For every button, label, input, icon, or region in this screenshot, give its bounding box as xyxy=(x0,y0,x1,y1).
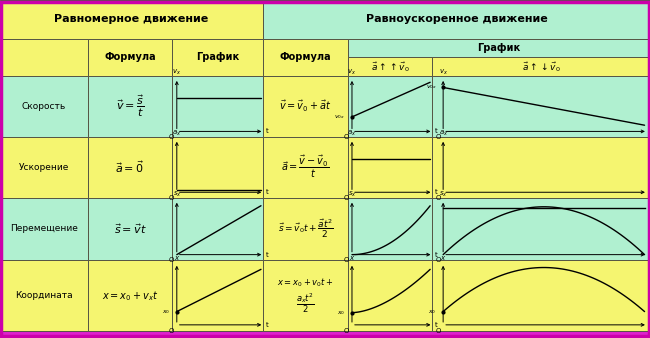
Text: O: O xyxy=(436,134,441,140)
Text: Скорость: Скорость xyxy=(21,102,66,111)
Text: $\vec{a} = \vec{0}$: $\vec{a} = \vec{0}$ xyxy=(116,160,144,175)
Bar xyxy=(172,260,263,331)
Text: $\vec{a}\uparrow\downarrow\vec{v}_0$: $\vec{a}\uparrow\downarrow\vec{v}_0$ xyxy=(522,60,560,74)
Text: $a_x$: $a_x$ xyxy=(172,129,181,138)
Text: O: O xyxy=(436,328,441,334)
Bar xyxy=(0,76,88,137)
Bar xyxy=(348,39,650,57)
Text: t: t xyxy=(266,251,269,258)
Text: $x_0$: $x_0$ xyxy=(162,308,170,316)
Text: O: O xyxy=(436,195,441,201)
Text: $x$: $x$ xyxy=(440,254,447,262)
Text: $\vec{s} = \vec{v}_0 t + \dfrac{\vec{a}t^2}{2}$: $\vec{s} = \vec{v}_0 t + \dfrac{\vec{a}t… xyxy=(278,218,333,240)
Text: $a_x$: $a_x$ xyxy=(347,129,357,138)
Bar xyxy=(432,198,650,260)
Bar xyxy=(88,137,172,198)
Bar xyxy=(88,260,172,331)
Text: t: t xyxy=(436,322,438,328)
Text: $\vec{v} = \dfrac{\vec{s}}{t}$: $\vec{v} = \dfrac{\vec{s}}{t}$ xyxy=(116,94,144,119)
Text: $\vec{v} = \vec{v}_0 + \vec{a}t$: $\vec{v} = \vec{v}_0 + \vec{a}t$ xyxy=(280,99,332,114)
Text: $s_x$: $s_x$ xyxy=(172,190,181,199)
Bar xyxy=(348,76,432,137)
Bar xyxy=(172,39,263,76)
Text: O: O xyxy=(169,134,174,140)
Text: O: O xyxy=(344,257,350,263)
Bar xyxy=(88,76,172,137)
Text: O: O xyxy=(436,257,441,263)
Bar xyxy=(348,57,432,76)
Text: $x$: $x$ xyxy=(349,254,355,262)
Text: $x = x_0 + v_0 t +$
$\dfrac{a_x t^2}{2}$: $x = x_0 + v_0 t +$ $\dfrac{a_x t^2}{2}$ xyxy=(277,276,334,315)
Text: $s_x$: $s_x$ xyxy=(439,190,447,199)
Text: Формула: Формула xyxy=(280,52,332,63)
Text: Равномерное движение: Равномерное движение xyxy=(55,15,209,24)
Text: $v_{0x}$: $v_{0x}$ xyxy=(426,83,437,91)
Text: $v_x$: $v_x$ xyxy=(172,68,181,77)
Text: Координата: Координата xyxy=(15,291,73,300)
Bar xyxy=(432,137,650,198)
Text: График: График xyxy=(477,43,521,53)
Bar xyxy=(0,0,263,39)
Text: O: O xyxy=(344,134,350,140)
Text: t: t xyxy=(266,128,269,135)
Bar xyxy=(0,39,88,76)
Text: O: O xyxy=(169,257,174,263)
Bar xyxy=(263,76,348,137)
Text: $x_0$: $x_0$ xyxy=(337,309,346,317)
Text: $x_0$: $x_0$ xyxy=(428,308,437,316)
Text: $v_{0x}$: $v_{0x}$ xyxy=(334,113,346,121)
Text: t: t xyxy=(436,251,438,258)
Bar xyxy=(0,260,88,331)
Text: $\vec{a} = \dfrac{\vec{v} - \vec{v}_0}{t}$: $\vec{a} = \dfrac{\vec{v} - \vec{v}_0}{t… xyxy=(281,154,330,180)
Bar xyxy=(263,260,348,331)
Text: Перемещение: Перемещение xyxy=(10,224,78,234)
Bar xyxy=(0,137,88,198)
Text: $x = x_0 + v_x t$: $x = x_0 + v_x t$ xyxy=(101,289,159,303)
Bar xyxy=(348,260,432,331)
Text: t: t xyxy=(266,322,269,328)
Text: O: O xyxy=(169,328,174,334)
Bar xyxy=(432,57,650,76)
Bar xyxy=(88,39,172,76)
Text: $s_x$: $s_x$ xyxy=(348,190,356,199)
Text: O: O xyxy=(169,195,174,201)
Text: O: O xyxy=(344,195,350,201)
Bar xyxy=(88,198,172,260)
Bar xyxy=(263,0,650,39)
Bar xyxy=(263,39,348,76)
Text: $v_x$: $v_x$ xyxy=(348,68,356,77)
Text: t: t xyxy=(436,128,438,135)
Bar xyxy=(172,137,263,198)
Text: Равноускоренное движение: Равноускоренное движение xyxy=(366,15,547,24)
Bar xyxy=(432,76,650,137)
Text: $v_x$: $v_x$ xyxy=(439,68,448,77)
Bar xyxy=(172,76,263,137)
Text: O: O xyxy=(344,328,350,334)
Text: $\vec{a}\uparrow\uparrow\vec{v}_0$: $\vec{a}\uparrow\uparrow\vec{v}_0$ xyxy=(370,60,410,74)
Text: $\vec{s} = \vec{v}t$: $\vec{s} = \vec{v}t$ xyxy=(114,222,146,236)
Text: График: График xyxy=(196,52,239,63)
Text: t: t xyxy=(266,189,269,195)
Bar xyxy=(172,198,263,260)
Text: Ускорение: Ускорение xyxy=(19,163,69,172)
Bar xyxy=(263,137,348,198)
Text: t: t xyxy=(436,189,438,195)
Text: Формула: Формула xyxy=(104,52,156,63)
Text: $x$: $x$ xyxy=(174,254,180,262)
Bar xyxy=(348,198,432,260)
Bar xyxy=(432,260,650,331)
Bar xyxy=(0,198,88,260)
Bar xyxy=(263,198,348,260)
Text: $a_x$: $a_x$ xyxy=(439,129,448,138)
Bar xyxy=(348,137,432,198)
